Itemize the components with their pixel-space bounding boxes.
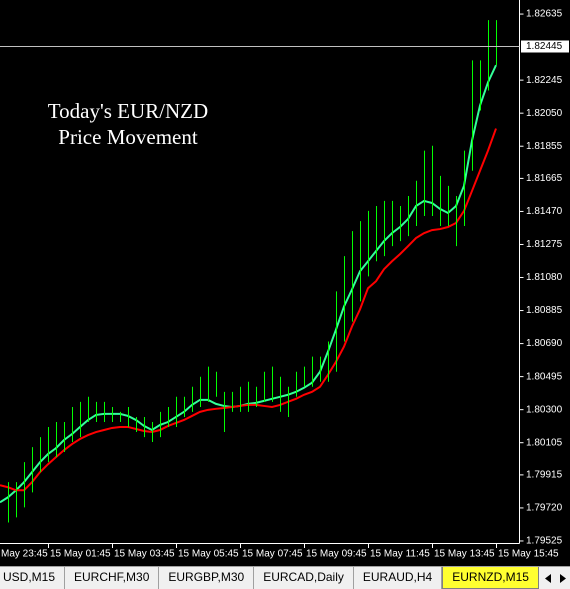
y-tick-label: 1.80495 [526, 371, 563, 382]
chart-tab[interactable]: USD,M15 [0, 567, 66, 589]
y-tick-label: 1.79525 [526, 536, 563, 547]
chart-tab[interactable]: EURCHF,M30 [65, 567, 160, 589]
current-price-label: 1.82445 [526, 41, 563, 52]
y-tick-label: 1.82245 [526, 75, 563, 86]
y-tick-label: 1.81855 [526, 141, 563, 152]
y-tick-label: 1.80885 [526, 305, 563, 316]
chart: Today's EUR/NZD Price Movement 1.82635 1.… [0, 0, 570, 566]
y-tick-label: 1.79915 [526, 470, 563, 481]
x-tick-label: 15 May 15:45 [498, 549, 559, 560]
x-tick-label: 15 May 01:45 [50, 549, 111, 560]
y-tick-label: 1.82050 [526, 108, 563, 119]
annotation: Price Movement [58, 125, 198, 149]
x-tick-label: 15 May 03:45 [114, 549, 175, 560]
scroll-right[interactable] [559, 573, 567, 583]
y-tick-label: 1.80105 [526, 437, 563, 448]
x-tick-label: May 23:45 [1, 549, 48, 560]
y-tick-label: 1.81080 [526, 272, 563, 283]
y-tick-label: 1.80690 [526, 338, 563, 349]
scroll-left[interactable] [544, 573, 552, 583]
y-tick-label: 1.81665 [526, 173, 563, 184]
annotation: Today's EUR/NZD [48, 99, 208, 123]
y-tick-label: 1.80300 [526, 404, 563, 415]
chart-tab[interactable]: EURCAD,Daily [254, 567, 354, 589]
plot [0, 20, 520, 523]
tab-strip: USD,M15 EURCHF,M30 EURGBP,M30 EURCAD,Daily E… [0, 566, 570, 589]
x-tick-label: 15 May 13:45 [434, 549, 495, 560]
x-tick-label: 15 May 09:45 [306, 549, 367, 560]
x-tick-label: 15 May 07:45 [242, 549, 303, 560]
x-tick-label: 15 May 11:45 [370, 549, 430, 560]
x-tick-label: 15 May 05:45 [178, 549, 239, 560]
chart-tab[interactable]: EURNZD,M15 [442, 567, 539, 589]
y-tick-label: 1.82635 [526, 9, 563, 20]
y-tick-label: 1.81470 [526, 206, 563, 217]
chart-background [0, 0, 570, 566]
current-price-box [521, 40, 569, 53]
tab-scroll [540, 567, 570, 589]
y-tick-label: 1.79720 [526, 503, 563, 514]
chart-tab[interactable]: EURAUD,H4 [354, 567, 443, 589]
chart-tab[interactable]: EURGBP,M30 [159, 567, 255, 589]
y-tick-label: 1.81275 [526, 239, 563, 250]
tab-row: USD,M15 EURCHF,M30 EURGBP,M30 EURCAD,Daily E… [0, 567, 568, 589]
